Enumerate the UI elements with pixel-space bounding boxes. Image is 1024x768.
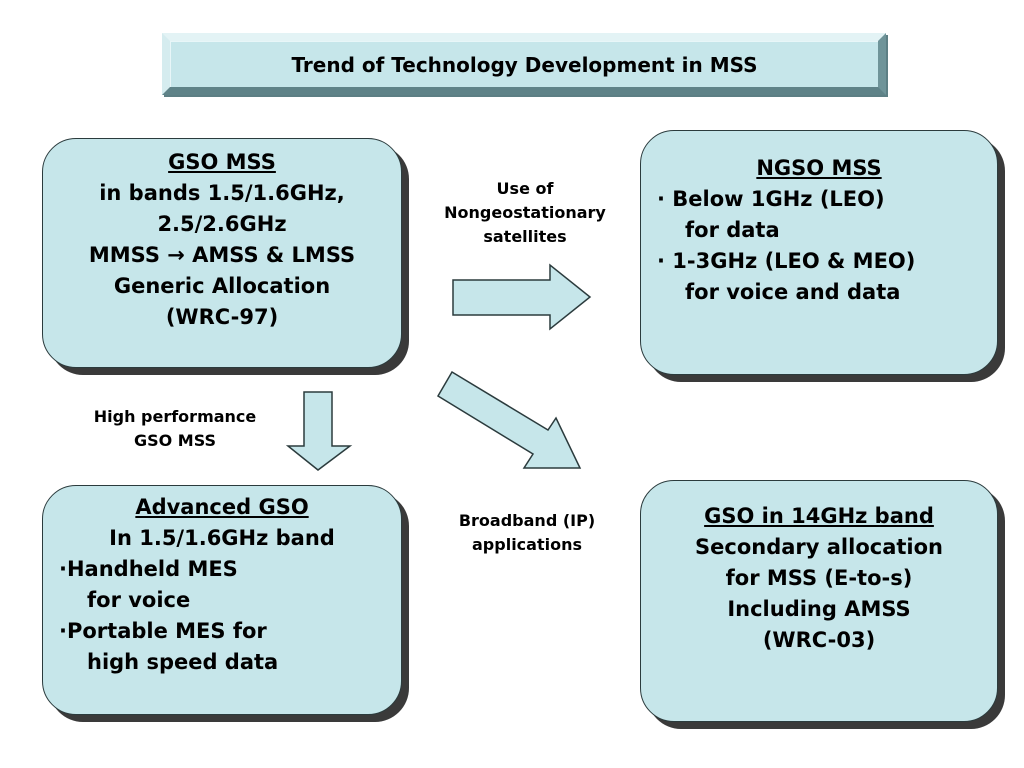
box-heading: NGSO MSS — [756, 156, 882, 180]
label-line: Use of — [496, 179, 554, 198]
box-ngso-mss: NGSO MSS · Below 1GHz (LEO) for data · 1… — [640, 130, 998, 375]
box-line: in bands 1.5/1.6GHz, — [99, 181, 345, 205]
label-line: High performance — [93, 407, 257, 426]
box-line: (WRC-97) — [165, 305, 279, 329]
box-heading: GSO in 14GHz band — [704, 504, 934, 528]
label-high-performance: High performance GSO MSS — [70, 405, 280, 453]
box-line: for MSS (E-to-s) — [725, 566, 913, 590]
box-line: high speed data — [87, 650, 279, 674]
title-banner: Trend of Technology Development in MSS — [162, 33, 886, 95]
arrow-diagonal — [436, 370, 582, 469]
arrow-down — [285, 391, 353, 471]
box-advanced-gso: Advanced GSO In 1.5/1.6GHz band ·Handhel… — [42, 485, 402, 715]
box-line: Generic Allocation — [113, 274, 331, 298]
box-heading: GSO MSS — [168, 150, 276, 174]
label-line: applications — [472, 535, 582, 554]
box-line: Including AMSS — [727, 597, 911, 621]
box-line: In 1.5/1.6GHz band — [109, 526, 335, 550]
page-title: Trend of Technology Development in MSS — [170, 41, 878, 87]
box-line: for data — [685, 218, 780, 242]
label-use-of-ngso: Use of Nongeostationary satellites — [430, 177, 620, 249]
box-gso-mss: GSO MSS in bands 1.5/1.6GHz, 2.5/2.6GHz … — [42, 138, 402, 368]
box-line: · Below 1GHz (LEO) — [657, 187, 885, 211]
label-broadband: Broadband (IP) applications — [432, 509, 622, 557]
label-line: Broadband (IP) — [458, 511, 596, 530]
box-heading: Advanced GSO — [135, 495, 309, 519]
arrow-right — [452, 263, 592, 331]
label-line: satellites — [483, 227, 567, 246]
box-line: · 1-3GHz (LEO & MEO) — [657, 249, 916, 273]
label-line: GSO MSS — [133, 431, 217, 450]
box-line: Secondary allocation — [695, 535, 943, 559]
box-line: (WRC-03) — [762, 628, 876, 652]
label-line: Nongeostationary — [444, 203, 606, 222]
box-line: for voice and data — [685, 280, 901, 304]
box-line: ·Portable MES for — [59, 619, 267, 643]
box-gso-14ghz: GSO in 14GHz band Secondary allocation f… — [640, 480, 998, 722]
box-line: 2.5/2.6GHz — [157, 212, 287, 236]
box-line: MMSS → AMSS & LMSS — [88, 243, 356, 267]
box-line: for voice — [87, 588, 191, 612]
box-line: ·Handheld MES — [59, 557, 238, 581]
